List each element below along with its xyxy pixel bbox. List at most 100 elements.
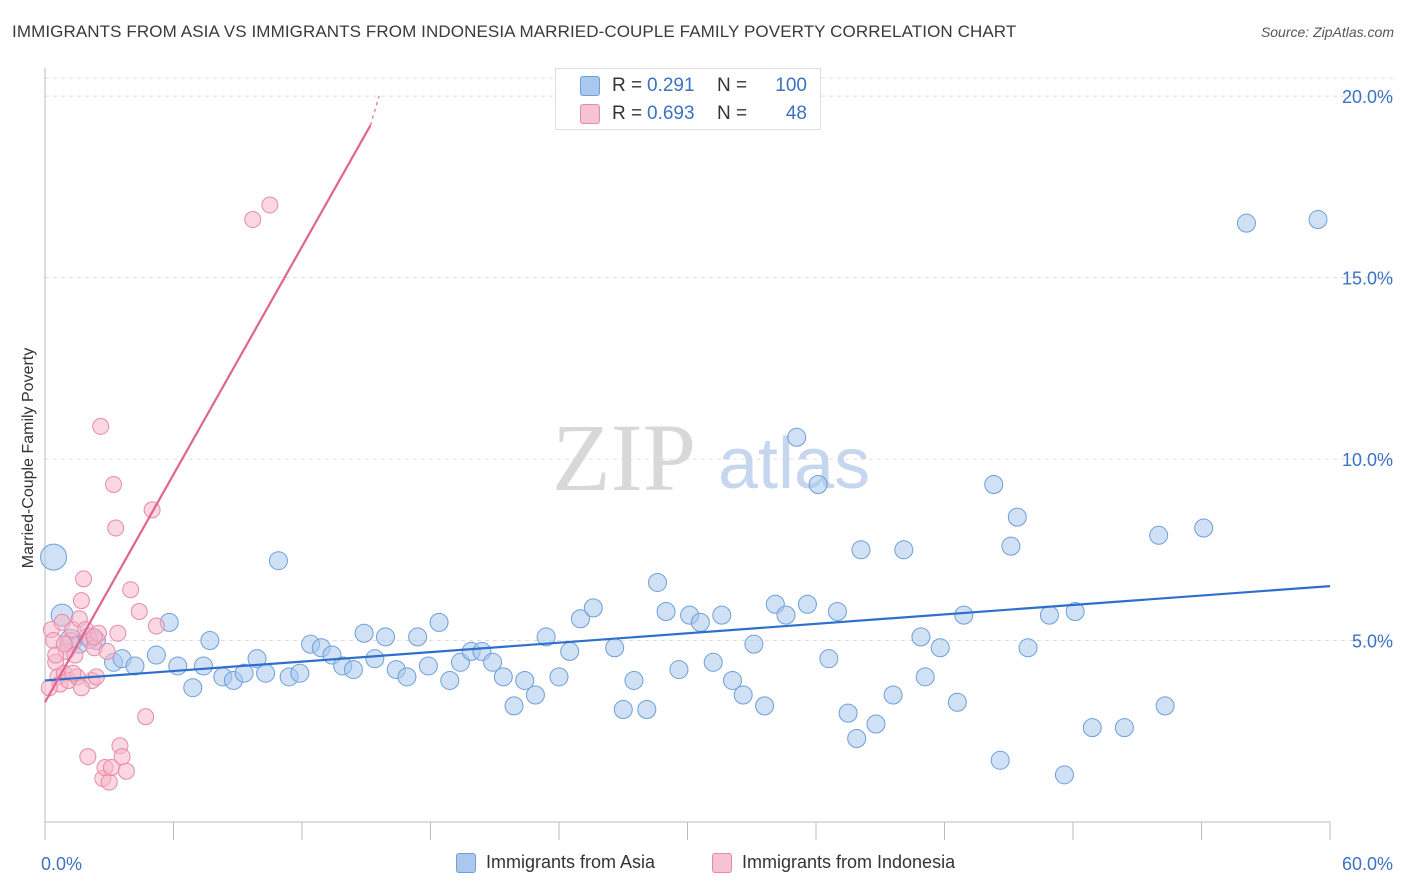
data-point-asia	[930, 638, 950, 658]
data-point-asia	[613, 699, 633, 719]
data-point-indonesia	[261, 196, 279, 214]
data-point-asia	[669, 660, 689, 680]
axes	[44, 68, 1331, 840]
data-point-asia	[947, 692, 967, 712]
tick-labels: 5.0% 10.0% 15.0% 20.0% 0.0% 60.0%	[41, 87, 1393, 874]
stats-row-indonesia: R = 0.693 N = 48	[556, 101, 807, 127]
y-tick-label: 5.0%	[1352, 632, 1393, 652]
series-asia-points	[40, 210, 1328, 785]
watermark-zip: ZIP	[552, 404, 696, 511]
data-point-asia	[744, 634, 764, 654]
data-point-asia	[911, 627, 931, 647]
data-point-asia	[515, 670, 535, 690]
data-point-indonesia	[137, 708, 155, 726]
data-point-asia	[648, 572, 668, 592]
data-point-asia	[915, 667, 935, 687]
data-point-asia	[483, 652, 503, 672]
data-point-indonesia	[113, 748, 131, 766]
data-point-asia	[847, 729, 867, 749]
data-point-asia	[1007, 507, 1027, 527]
data-point-asia	[703, 652, 723, 672]
data-point-indonesia	[117, 762, 135, 780]
data-point-asia	[690, 612, 710, 632]
data-point-asia	[1194, 518, 1214, 538]
data-point-indonesia	[107, 519, 125, 537]
data-point-asia	[797, 594, 817, 614]
legend-item-asia[interactable]: Immigrants from Asia	[456, 852, 655, 873]
data-point-indonesia	[72, 592, 90, 610]
legend-item-indonesia[interactable]: Immigrants from Indonesia	[712, 852, 955, 873]
data-point-asia	[1065, 602, 1085, 622]
trend-line-indonesia	[44, 124, 372, 703]
data-point-asia	[984, 474, 1004, 494]
data-point-indonesia	[98, 642, 116, 660]
data-point-asia	[183, 678, 203, 698]
data-point-asia	[851, 540, 871, 560]
r-value-asia: 0.291	[647, 75, 695, 96]
data-point-asia	[193, 656, 213, 676]
stats-box: R = 0.291 N = 100 R = 0.693 N = 48	[555, 68, 821, 130]
data-point-asia	[125, 656, 145, 676]
y-tick-label: 20.0%	[1342, 87, 1393, 107]
legend-label-asia: Immigrants from Asia	[486, 852, 656, 872]
r-label: R =	[612, 103, 643, 124]
grid-lines	[45, 77, 1395, 642]
data-point-asia	[40, 543, 68, 571]
data-point-asia	[146, 645, 166, 665]
data-point-asia	[525, 685, 545, 705]
trend-line-asia	[44, 585, 1331, 682]
x-tick-label: 0.0%	[41, 854, 82, 874]
legend: Immigrants from Asia Immigrants from Ind…	[0, 852, 1406, 878]
data-point-asia	[722, 670, 742, 690]
r-label: R =	[612, 75, 643, 96]
data-point-indonesia	[55, 635, 73, 653]
data-point-asia	[1114, 718, 1134, 738]
data-point-asia	[787, 427, 807, 447]
data-point-asia	[200, 631, 220, 651]
data-point-asia	[429, 612, 449, 632]
data-point-asia	[1001, 536, 1021, 556]
data-point-asia	[990, 750, 1010, 770]
data-point-asia	[376, 627, 396, 647]
data-point-indonesia	[72, 679, 90, 697]
asia-swatch	[580, 76, 600, 96]
data-point-asia	[733, 685, 753, 705]
data-point-asia	[776, 605, 796, 625]
data-point-indonesia	[130, 603, 148, 621]
data-point-indonesia	[105, 475, 123, 493]
data-point-asia	[397, 667, 417, 687]
data-point-asia	[583, 598, 603, 618]
data-point-indonesia	[244, 211, 262, 229]
n-value-asia: 100	[775, 75, 807, 96]
data-point-asia	[866, 714, 886, 734]
data-point-asia	[755, 696, 775, 716]
data-point-asia	[1308, 210, 1328, 230]
data-point-asia	[256, 663, 276, 683]
data-point-asia	[549, 667, 569, 687]
data-point-indonesia	[85, 628, 103, 646]
data-point-asia	[838, 703, 858, 723]
data-point-asia	[570, 609, 590, 629]
data-point-asia	[954, 605, 974, 625]
legend-swatch-asia	[456, 852, 476, 873]
data-point-asia	[624, 670, 644, 690]
data-point-asia	[290, 663, 310, 683]
stats-row-asia: R = 0.291 N = 100	[556, 73, 807, 99]
data-point-asia	[656, 602, 676, 622]
y-tick-label: 10.0%	[1342, 450, 1393, 470]
data-point-asia	[808, 474, 828, 494]
data-point-indonesia	[147, 617, 165, 635]
data-point-indonesia	[100, 773, 118, 791]
y-tick-label: 15.0%	[1342, 269, 1393, 289]
data-point-asia	[440, 670, 460, 690]
data-point-asia	[560, 641, 580, 661]
data-point-indonesia	[79, 748, 97, 766]
trend-line-indonesia-extension	[369, 95, 380, 126]
x-tick-label: 60.0%	[1342, 854, 1393, 874]
data-point-asia	[883, 685, 903, 705]
source-label: Source: ZipAtlas.com	[1260, 24, 1394, 40]
legend-swatch-indonesia	[712, 852, 732, 873]
data-point-asia	[493, 667, 513, 687]
data-point-asia	[637, 699, 657, 719]
